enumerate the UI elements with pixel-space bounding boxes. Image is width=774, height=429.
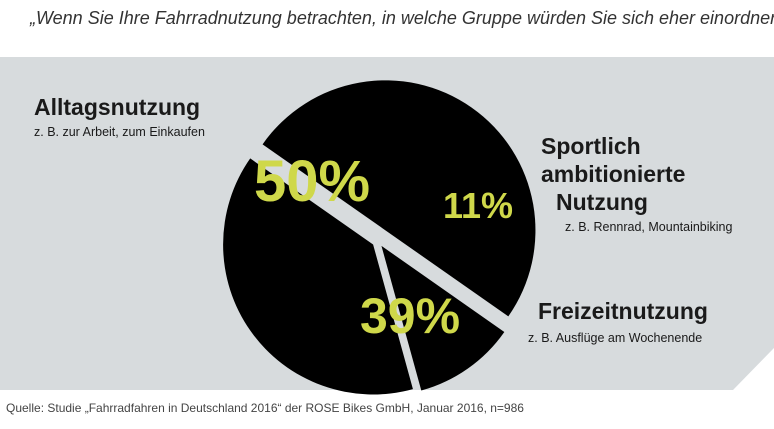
- label-alltagsnutzung-title: Alltagsnutzung: [34, 94, 200, 120]
- percent-label-39: 39%: [360, 288, 460, 344]
- label-sportlich-line3: Nutzung: [556, 189, 648, 215]
- label-sportlich-line2: ambitionierte: [541, 161, 685, 187]
- label-sportlich-subtitle: z. B. Rennrad, Mountainbiking: [565, 220, 733, 234]
- chart-question: „Wenn Sie Ihre Fahrradnutzung betrachten…: [30, 8, 774, 28]
- slice-freizeitnutzung: [223, 158, 413, 395]
- slice-alltagsnutzung: [262, 80, 536, 317]
- source-note: Quelle: Studie „Fahrradfahren in Deutsch…: [6, 401, 524, 415]
- label-freizeitnutzung-title: Freizeitnutzung: [538, 298, 708, 324]
- percent-label-11: 11%: [443, 185, 513, 226]
- percent-label-50: 50%: [254, 149, 370, 214]
- label-sportlich-line1: Sportlich: [541, 133, 641, 159]
- label-freizeitnutzung-subtitle: z. B. Ausflüge am Wochenende: [528, 331, 702, 345]
- label-alltagsnutzung-subtitle: z. B. zur Arbeit, zum Einkaufen: [34, 125, 205, 139]
- pie-slices: [223, 80, 536, 395]
- slice-sportlich-ambitioniert: [381, 245, 505, 391]
